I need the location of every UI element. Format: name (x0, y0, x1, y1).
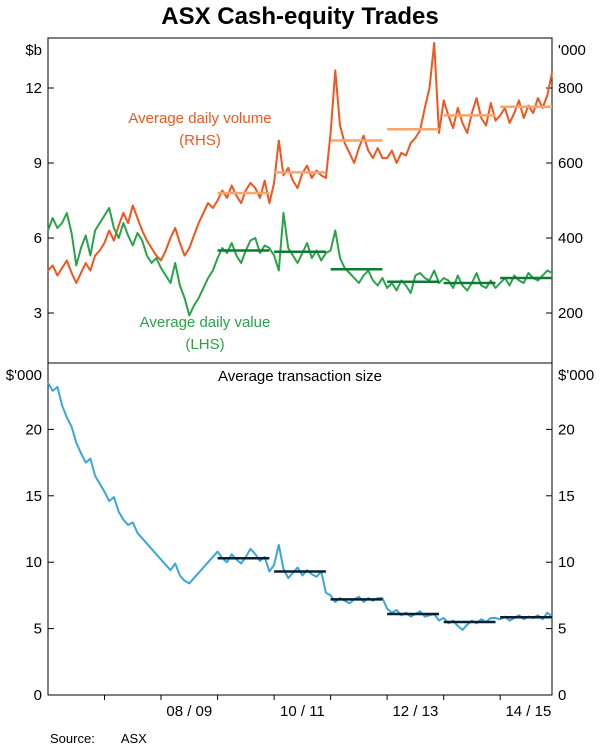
average-daily-volume-rhs-line (47, 42, 553, 284)
y-tick-label: 5 (34, 621, 42, 638)
y-tick-label: 800 (558, 80, 583, 97)
y-tick-label: 5 (558, 621, 566, 638)
value-series-label: Average daily value (LHS) (100, 312, 310, 356)
x-axis-label: 10 / 11 (280, 703, 325, 720)
value-series-label-line1: Average daily value (139, 314, 271, 331)
y-tick-label: 15 (25, 488, 42, 505)
volume-series-label-line2: (RHS) (179, 132, 221, 149)
axis-unit-label: $b (25, 42, 42, 59)
x-axis-label: 08 / 09 (166, 703, 212, 720)
source-value: ASX (120, 731, 147, 746)
x-axis-label: 12 / 13 (392, 703, 438, 720)
volume-series-label-line1: Average daily volume (128, 110, 272, 127)
y-tick-label: 600 (558, 155, 583, 172)
x-axis-label: 14 / 15 (505, 703, 551, 720)
source-line: Source: ASX (50, 731, 147, 746)
y-tick-label: 0 (558, 687, 566, 704)
bottom-panel-title: Average transaction size (218, 368, 382, 385)
axis-unit-label: $'000 (6, 367, 42, 384)
y-tick-label: 12 (25, 80, 42, 97)
y-tick-label: 0 (34, 687, 42, 704)
y-tick-label: 400 (558, 230, 583, 247)
chart-title: ASX Cash-equity Trades (161, 3, 439, 30)
panel-border-bottom (47, 362, 553, 696)
axis-unit-label: '000 (558, 42, 586, 59)
y-tick-label: 9 (34, 155, 42, 172)
source-label: Source: (50, 731, 95, 746)
y-tick-label: 10 (25, 554, 42, 571)
average-transaction-size-line (47, 381, 553, 631)
volume-series-label: Average daily volume (RHS) (95, 108, 305, 152)
y-tick-label: 20 (25, 421, 42, 438)
y-tick-label: 15 (558, 488, 575, 505)
y-tick-label: 3 (34, 305, 42, 322)
y-tick-label: 6 (34, 230, 42, 247)
value-series-label-line2: (LHS) (185, 336, 225, 353)
axis-unit-label: $'000 (558, 367, 594, 384)
y-tick-label: 10 (558, 554, 575, 571)
average-daily-value-lhs-line (47, 207, 553, 317)
y-tick-label: 200 (558, 305, 583, 322)
y-tick-label: 20 (558, 421, 575, 438)
